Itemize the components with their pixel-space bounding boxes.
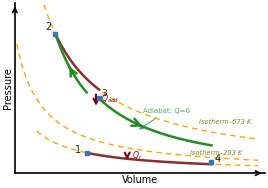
Text: 3: 3 bbox=[102, 89, 107, 98]
Text: 4: 4 bbox=[215, 154, 221, 164]
X-axis label: Volume: Volume bbox=[122, 174, 158, 185]
Y-axis label: Pressure: Pressure bbox=[3, 67, 13, 109]
Text: Isotherm–673 K: Isotherm–673 K bbox=[199, 119, 251, 125]
Text: 2: 2 bbox=[46, 22, 52, 32]
Text: Adiabat: Q=0: Adiabat: Q=0 bbox=[140, 108, 190, 129]
Text: $Q_{add}$: $Q_{add}$ bbox=[101, 93, 119, 105]
Text: Isotherm–293 K: Isotherm–293 K bbox=[190, 150, 242, 156]
Text: 1: 1 bbox=[75, 146, 81, 155]
Text: $Q_{r}$: $Q_{r}$ bbox=[132, 150, 143, 162]
